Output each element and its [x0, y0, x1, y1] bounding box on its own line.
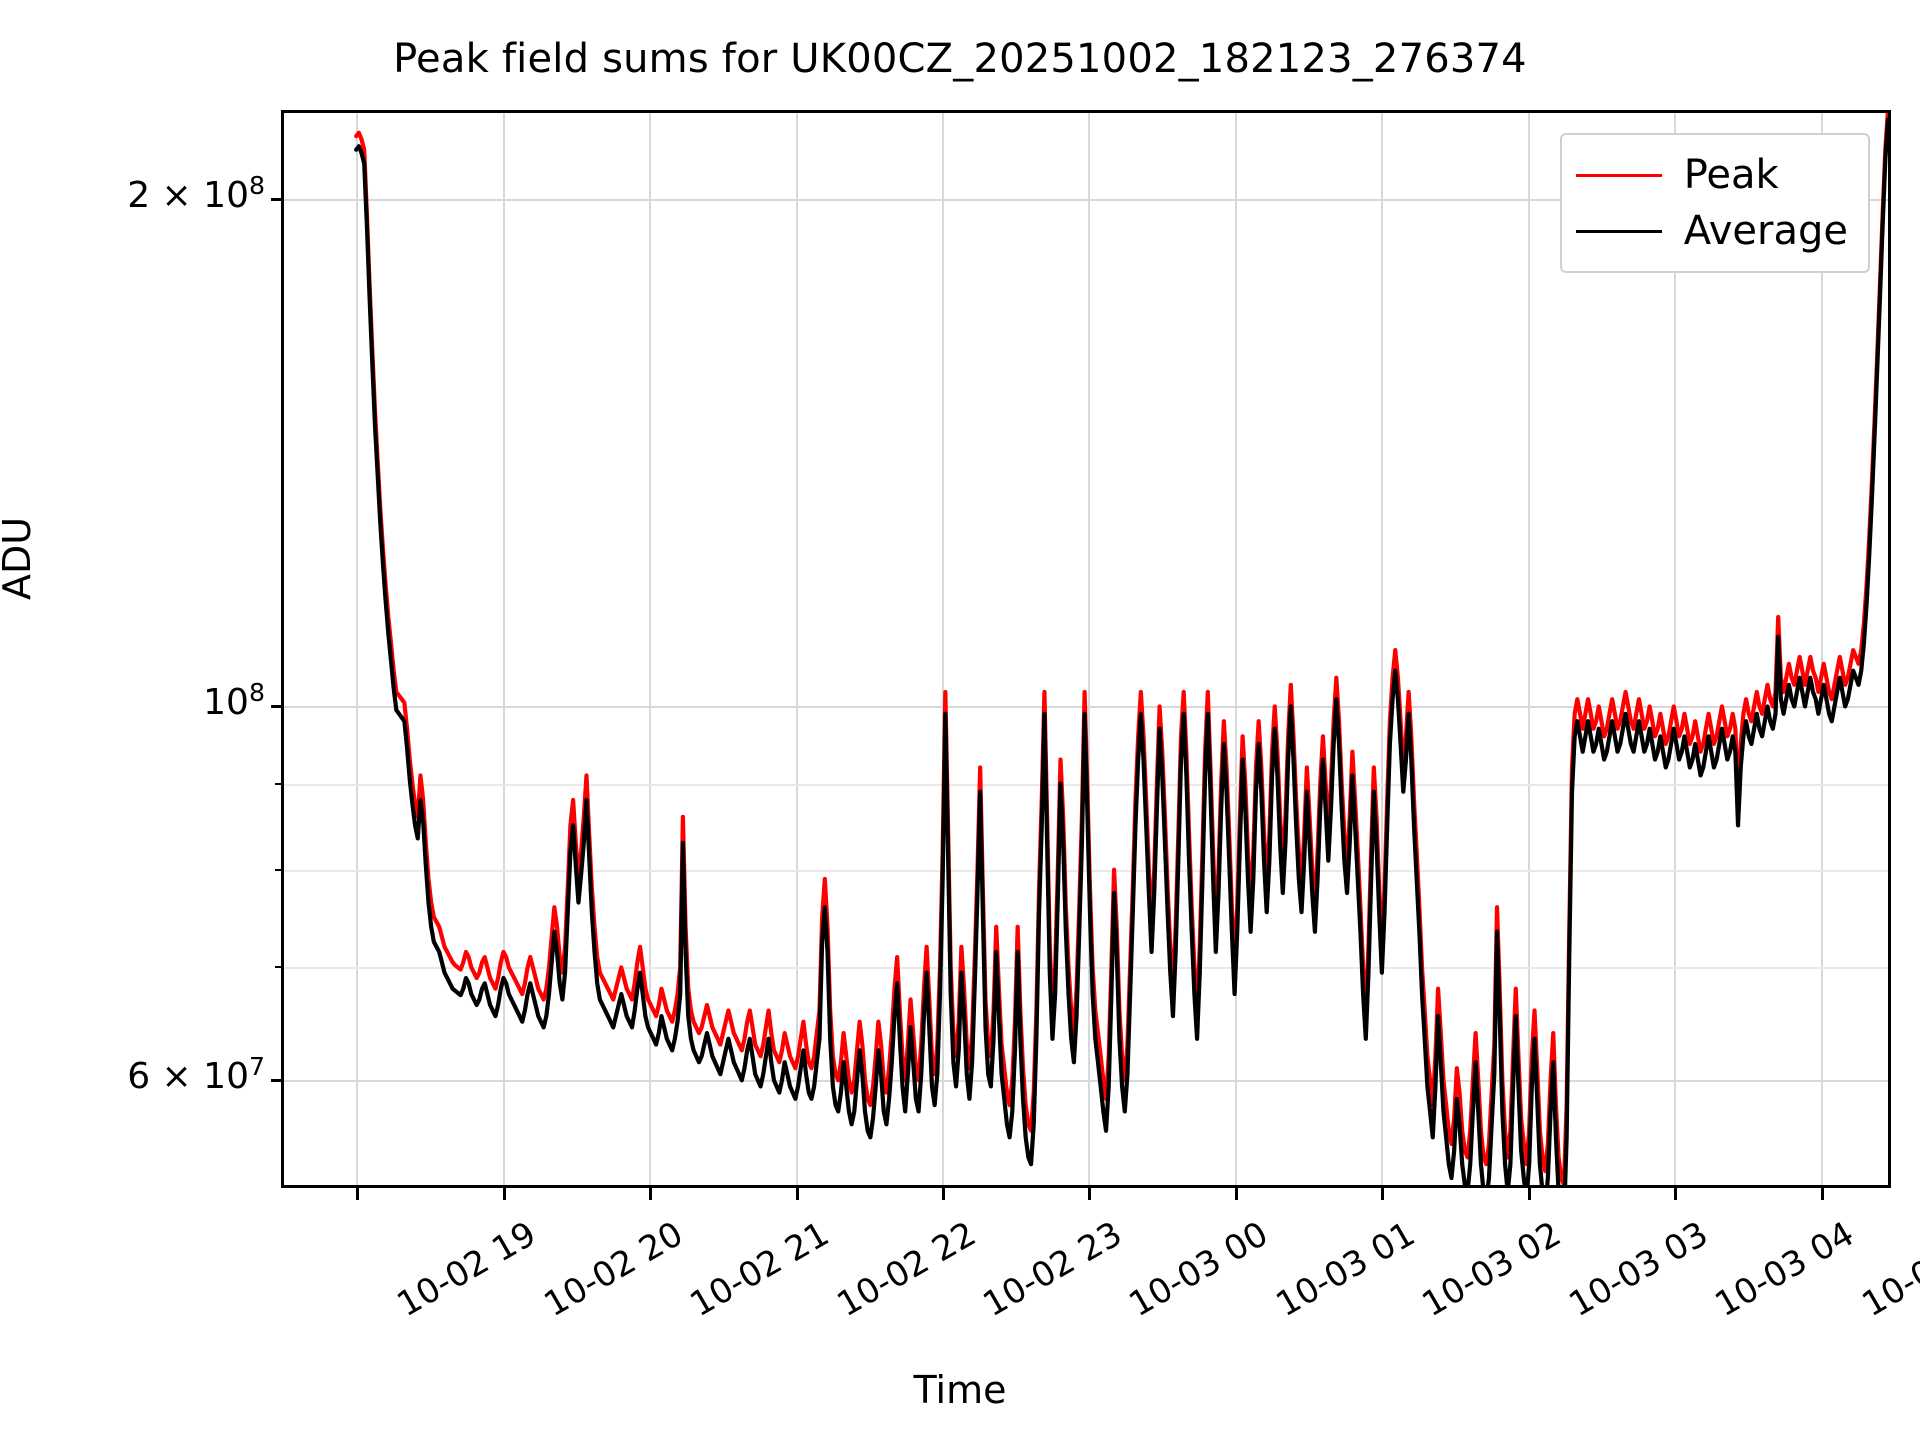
x-axis-tick [1820, 1188, 1824, 1200]
grid-line-vertical [649, 113, 652, 1185]
x-axis-tick-label: 10-03 05 [1855, 1214, 1920, 1326]
y-axis-tick-label: 6 × 107 [127, 1052, 265, 1098]
legend-swatch-peak [1575, 173, 1662, 177]
grid-line-vertical [356, 113, 359, 1185]
x-axis-tick-label: 10-03 02 [1415, 1214, 1569, 1326]
grid-line-vertical [1381, 113, 1384, 1185]
y-axis-tick [271, 198, 282, 202]
x-axis-tick [1674, 1188, 1678, 1200]
x-axis-tick [1234, 1188, 1238, 1200]
grid-line-vertical [1820, 113, 1823, 1185]
x-axis-tick [1381, 1188, 1385, 1200]
grid-line-vertical [502, 113, 505, 1185]
y-axis-label: ADU [0, 516, 39, 600]
grid-line-horizontal [284, 1080, 1888, 1083]
x-axis-tick-label: 10-02 23 [976, 1214, 1129, 1326]
x-axis-tick-label: 10-02 20 [537, 1214, 690, 1326]
y-axis-tick [271, 1079, 282, 1083]
x-axis-tick [649, 1188, 653, 1200]
grid-line-vertical [941, 113, 944, 1185]
x-axis-tick-label: 10-03 01 [1269, 1214, 1422, 1326]
grid-line-vertical [1234, 113, 1237, 1185]
y-axis-tick-minor [275, 966, 282, 969]
legend-label-average: Average [1683, 208, 1848, 254]
grid-line-vertical [1674, 113, 1677, 1185]
x-axis-tick [941, 1188, 945, 1200]
x-axis-tick-label: 10-03 04 [1708, 1214, 1862, 1326]
y-axis-tick [271, 705, 282, 709]
x-axis-tick-label: 10-02 22 [829, 1214, 983, 1326]
grid-line-vertical [1088, 113, 1091, 1185]
x-axis-tick [502, 1188, 506, 1200]
x-axis-tick [1088, 1188, 1092, 1200]
series-line-peak [356, 113, 1888, 1185]
grid-line-horizontal-minor [284, 869, 1888, 872]
grid-line-vertical [1527, 113, 1530, 1185]
x-axis-tick-label: 10-02 19 [390, 1214, 544, 1326]
series-lines [284, 113, 1888, 1185]
series-line-average [356, 120, 1888, 1185]
grid-line-horizontal-minor [284, 967, 1888, 970]
x-axis-tick [795, 1188, 799, 1200]
legend-item-average[interactable]: Average [1575, 203, 1848, 259]
x-axis-tick-label: 10-02 21 [683, 1214, 836, 1326]
legend-item-peak[interactable]: Peak [1575, 147, 1848, 203]
plot-area: Peak Average [281, 110, 1891, 1188]
x-axis-tick [356, 1188, 360, 1200]
x-axis-label: Time [913, 1368, 1007, 1412]
y-axis-tick-label: 108 [203, 678, 265, 724]
y-axis-tick-minor [275, 868, 282, 871]
y-axis-tick-label: 2 × 108 [127, 171, 265, 217]
y-axis-tick-minor [275, 782, 282, 785]
legend-label-peak: Peak [1683, 152, 1779, 198]
chart-title: Peak field sums for UK00CZ_20251002_1821… [393, 36, 1527, 82]
grid-line-vertical [795, 113, 798, 1185]
grid-line-horizontal [284, 199, 1888, 202]
legend-swatch-average [1575, 229, 1662, 233]
legend[interactable]: Peak Average [1559, 133, 1870, 273]
x-axis-tick-label: 10-03 00 [1122, 1214, 1276, 1326]
x-axis-tick-label: 10-03 03 [1562, 1214, 1715, 1326]
x-axis-tick [1527, 1188, 1531, 1200]
